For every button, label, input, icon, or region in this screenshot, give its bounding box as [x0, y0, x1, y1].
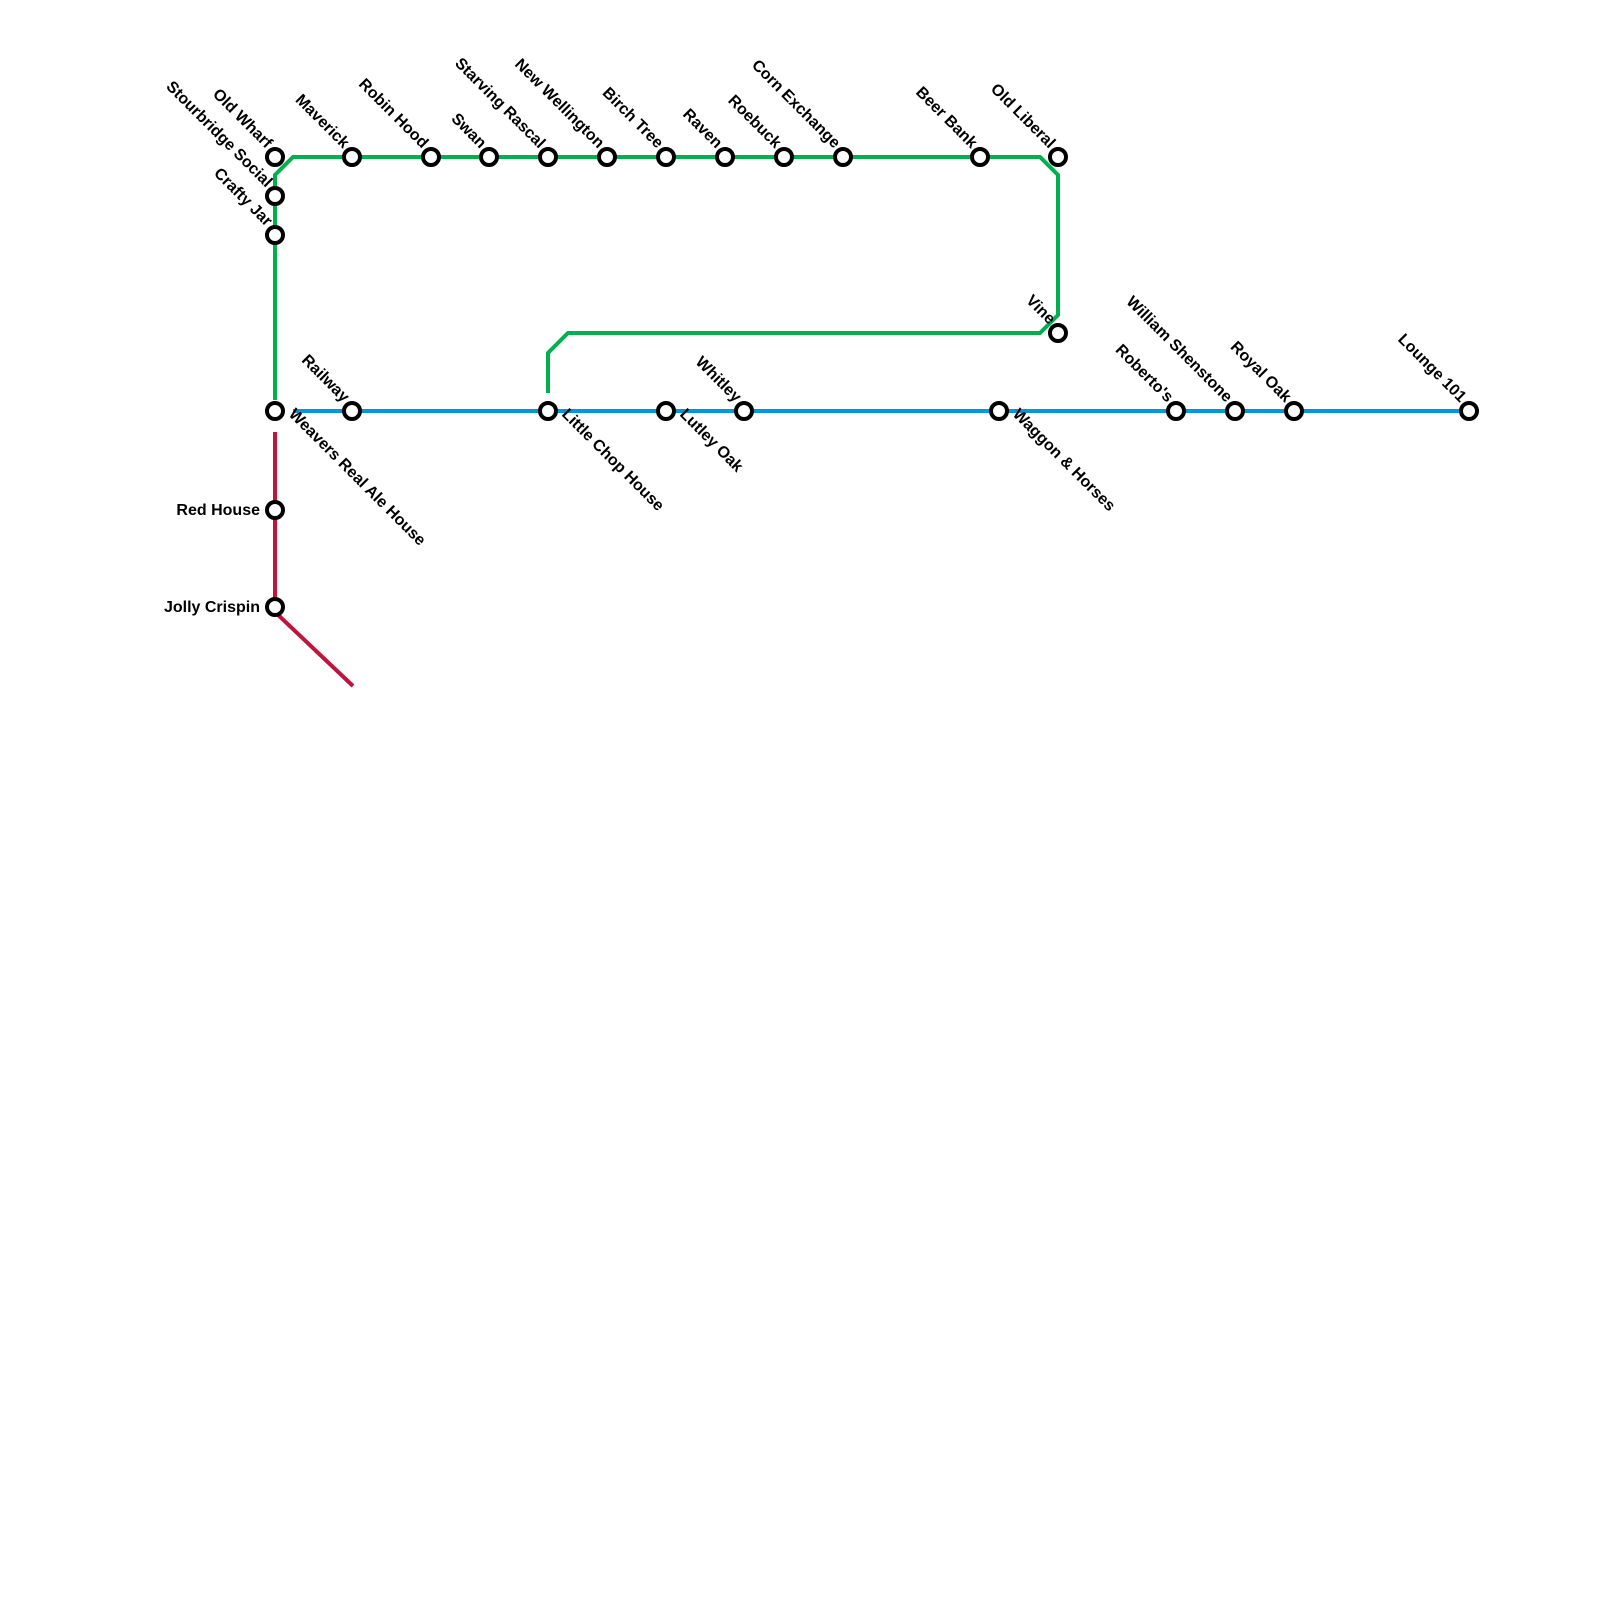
station-marker[interactable] [479, 147, 499, 167]
station-marker[interactable] [774, 147, 794, 167]
station-label: Roebuck [724, 92, 784, 152]
station-label: Little Chop House [558, 406, 667, 515]
station[interactable]: Little Chop House [538, 401, 667, 515]
station-marker[interactable] [1225, 401, 1245, 421]
station[interactable]: Waggon & Horses [989, 401, 1118, 515]
station-label: Swan [448, 110, 490, 152]
station-marker[interactable] [265, 401, 285, 421]
station-marker[interactable] [1166, 401, 1186, 421]
station-label: Old Liberal [987, 81, 1058, 152]
station-marker[interactable] [734, 401, 754, 421]
station-marker[interactable] [538, 147, 558, 167]
station-marker[interactable] [265, 597, 285, 617]
station[interactable]: Railway [298, 352, 362, 421]
station-marker[interactable] [265, 225, 285, 245]
station-label: Robin Hood [355, 76, 431, 152]
station-marker[interactable] [421, 147, 441, 167]
station-marker[interactable] [715, 147, 735, 167]
station-marker[interactable] [265, 186, 285, 206]
station-label: Railway [298, 352, 352, 406]
station-marker[interactable] [656, 401, 676, 421]
station-label: Whitley [692, 354, 744, 406]
station-marker[interactable] [989, 401, 1009, 421]
station[interactable]: Beer Bank [912, 84, 990, 167]
lines-layer [273, 155, 1468, 688]
station-label: Roberto's [1112, 341, 1176, 405]
station[interactable]: Old Liberal [987, 81, 1068, 167]
station-label: Maverick [292, 91, 353, 152]
station-label: Lounge 101 [1394, 331, 1469, 406]
station-marker[interactable] [1459, 401, 1479, 421]
station-marker[interactable] [538, 401, 558, 421]
station[interactable]: Lutley Oak [656, 401, 746, 476]
station[interactable]: Jolly Crispin [164, 597, 285, 617]
station-label: Red House [176, 502, 260, 519]
station[interactable]: Starving Rascal [451, 55, 558, 167]
station-label: Jolly Crispin [164, 599, 260, 616]
station-marker[interactable] [1048, 147, 1068, 167]
station[interactable]: William Shenstone [1123, 293, 1245, 421]
station-marker[interactable] [1048, 323, 1068, 343]
station-marker[interactable] [265, 500, 285, 520]
station-marker[interactable] [656, 147, 676, 167]
green-line [273, 155, 1060, 400]
station[interactable]: Red House [176, 500, 285, 520]
station-marker[interactable] [342, 401, 362, 421]
station[interactable]: New Wellington [511, 56, 617, 167]
station-marker[interactable] [833, 147, 853, 167]
station-marker[interactable] [970, 147, 990, 167]
station[interactable]: Maverick [292, 91, 362, 167]
station[interactable]: Corn Exchange [748, 57, 853, 167]
station-marker[interactable] [265, 147, 285, 167]
station-label: Weavers Real Ale House [285, 406, 429, 550]
station-label: Birch Tree [599, 84, 666, 151]
station-label: Royal Oak [1227, 338, 1294, 405]
station-marker[interactable] [342, 147, 362, 167]
station[interactable]: Lounge 101 [1394, 331, 1479, 421]
station[interactable]: Weavers Real Ale House [265, 401, 429, 550]
station-label: Raven [679, 106, 725, 152]
station-label: Beer Bank [912, 84, 980, 152]
station-label: Waggon & Horses [1009, 406, 1118, 515]
station-marker[interactable] [1284, 401, 1304, 421]
station-marker[interactable] [597, 147, 617, 167]
station-label: William Shenstone [1123, 293, 1236, 406]
station[interactable]: Robin Hood [355, 76, 441, 167]
